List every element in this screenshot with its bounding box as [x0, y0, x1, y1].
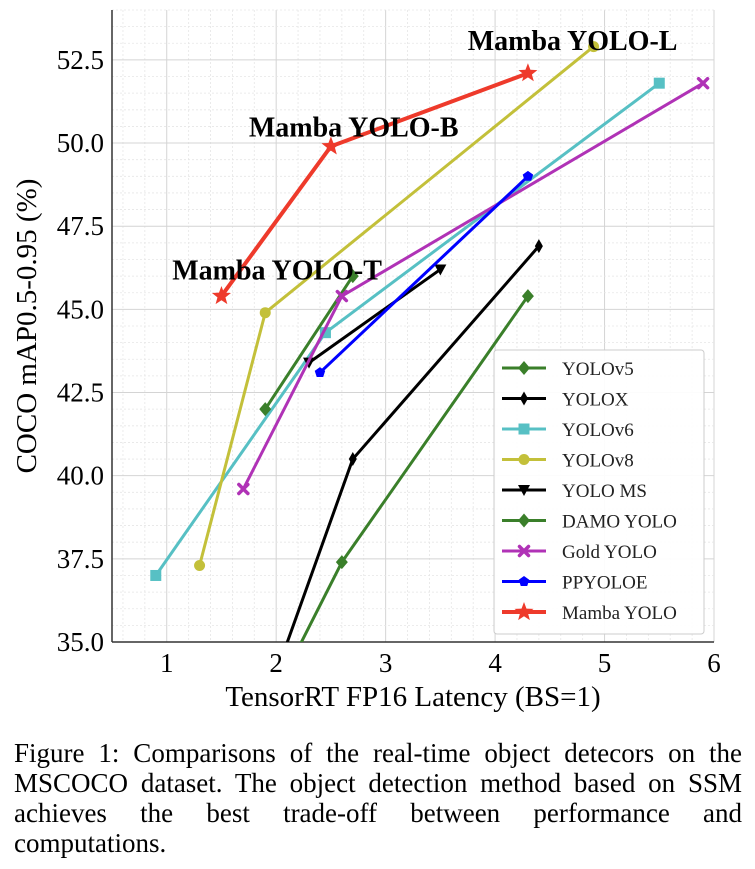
y-tick-label: 35.0 — [57, 627, 104, 657]
legend-item-ppyoloe: PPYOLOE — [502, 573, 648, 594]
annotation-label: Mamba YOLO-T — [172, 255, 382, 286]
data-point-gold-yolo — [696, 76, 710, 90]
data-point-gold-yolo — [237, 482, 250, 496]
legend-box — [493, 349, 705, 635]
figure-caption: Figure 1: Comparisons of the real-time o… — [14, 738, 742, 858]
legend-item-yolov5: YOLOv5 — [502, 359, 634, 380]
y-axis-label: COCO mAP0.5-0.95 (%) — [11, 179, 43, 474]
legend-marker — [517, 544, 531, 558]
y-tick-label: 37.5 — [57, 544, 104, 574]
legend-label: YOLOv8 — [562, 451, 634, 472]
annotation-label: Mamba YOLO-L — [468, 26, 678, 57]
x-tick-label: 3 — [379, 648, 393, 678]
y-tick-label: 42.5 — [57, 378, 104, 408]
legend-item-yolox: YOLOX — [502, 390, 629, 411]
data-point-yolov5 — [335, 555, 348, 570]
annotation-label: Mamba YOLO-B — [249, 112, 459, 143]
data-point-yolov6 — [150, 569, 162, 581]
legend-marker — [518, 454, 530, 465]
series-yolov6 — [150, 77, 665, 581]
axes — [111, 10, 714, 643]
legend-item-gold-yolo: Gold YOLO — [502, 542, 657, 563]
data-point-yolov8 — [194, 559, 206, 571]
data-point-yolox — [534, 239, 543, 254]
legend-marker — [518, 513, 530, 528]
series — [150, 41, 710, 642]
series-gold-yolo — [237, 76, 710, 496]
legend-marker — [520, 391, 528, 406]
x-tick-label: 5 — [598, 648, 612, 678]
y-tick-label: 40.0 — [57, 461, 104, 491]
legend-label: Gold YOLO — [562, 542, 657, 563]
legend-label: PPYOLOE — [562, 573, 648, 594]
annotations: Mamba YOLO-T Mamba YOLO-B Mamba YOLO-L — [172, 26, 677, 287]
data-point-damo-yolo — [346, 269, 359, 284]
legend-marker — [514, 602, 534, 621]
legend-marker — [518, 361, 530, 375]
data-point-yolov5 — [521, 289, 534, 304]
legend-marker — [518, 423, 530, 435]
legend-item-yolo-ms: YOLO MS — [502, 481, 647, 502]
y-tick-label: 52.5 — [57, 45, 104, 75]
legend-label: YOLOv5 — [562, 359, 634, 380]
data-point-damo-yolo — [259, 402, 272, 417]
data-point-ppyoloe — [522, 170, 534, 181]
data-point-yolov6 — [653, 77, 665, 89]
series-mamba-yolo — [211, 63, 538, 305]
legend-marker — [518, 576, 530, 586]
data-point-yolov5 — [297, 641, 299, 642]
x-tick-label: 2 — [269, 648, 283, 678]
series-line-yolov5 — [299, 294, 530, 642]
data-point-yolox — [348, 452, 357, 467]
data-point-mamba-yolo — [321, 136, 341, 155]
data-point-mamba-yolo — [211, 286, 231, 305]
series-yolox — [285, 239, 543, 642]
legend-label: Mamba YOLO — [562, 603, 677, 624]
chart: 1 2 3 4 5 6 35.0 37.5 40.0 42.5 45.0 47.5 50.0 52.5 M… — [11, 9, 721, 713]
series-yolov5 — [297, 289, 534, 642]
series-damo-yolo — [259, 269, 359, 417]
data-point-yolo-ms — [434, 264, 447, 276]
y-tick-label: 45.0 — [57, 294, 104, 324]
legend-label: YOLO MS — [562, 481, 647, 502]
data-point-yolov8 — [259, 307, 271, 319]
x-tick-label: 6 — [707, 648, 721, 678]
x-axis-label: TensorRT FP16 Latency (BS=1) — [225, 681, 600, 713]
legend-item-mamba-yolo: Mamba YOLO — [502, 602, 677, 624]
series-line-yolo-ms — [307, 267, 442, 365]
legend-item-damo-yolo: DAMO YOLO — [502, 512, 677, 533]
x-tick-label: 4 — [488, 648, 502, 678]
legend: YOLOv5 YOLOX YOLOv6 YOLOv8 YOLO MS DAMO YOLO G… — [493, 349, 705, 635]
data-point-gold-yolo — [335, 289, 349, 303]
series-yolov8 — [194, 41, 600, 571]
grid — [112, 9, 715, 642]
tick-labels: 1 2 3 4 5 6 35.0 37.5 40.0 42.5 45.0 47.5 50.0 52.5 — [57, 45, 721, 678]
legend-label: YOLOv6 — [562, 420, 634, 441]
data-point-yolov6 — [319, 327, 331, 339]
legend-item-yolov6: YOLOv6 — [502, 420, 634, 441]
y-tick-label: 50.0 — [57, 128, 104, 158]
data-point-mamba-yolo — [518, 63, 538, 82]
legend-label: YOLOX — [562, 390, 629, 411]
series-line-ppyoloe — [318, 174, 530, 375]
legend-label: DAMO YOLO — [562, 512, 677, 533]
series-ppyoloe — [314, 170, 534, 378]
legend-marker — [518, 485, 530, 496]
data-point-ppyoloe — [314, 367, 326, 378]
legend-item-yolov8: YOLOv8 — [502, 451, 634, 472]
x-tick-label: 1 — [160, 648, 174, 678]
data-point-yolov8 — [588, 41, 600, 53]
y-tick-label: 47.5 — [57, 211, 104, 241]
